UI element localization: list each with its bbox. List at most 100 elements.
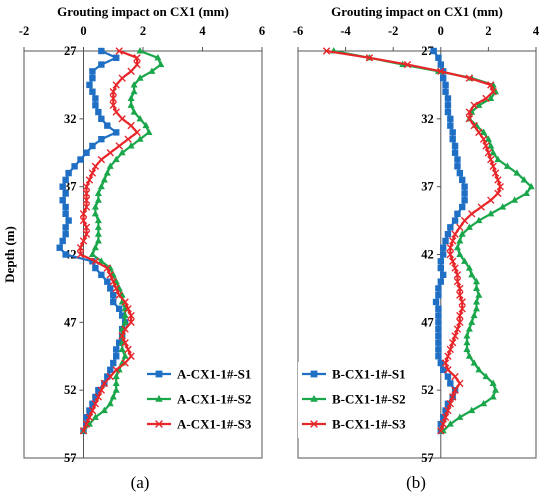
data-point <box>458 298 466 306</box>
data-point <box>489 393 497 400</box>
data-point <box>444 102 452 109</box>
data-point <box>86 81 93 89</box>
data-point <box>65 169 72 177</box>
data-point <box>118 74 126 82</box>
data-point <box>77 156 84 163</box>
data-point <box>65 217 72 224</box>
data-point <box>482 94 490 103</box>
data-point <box>136 47 144 54</box>
data-point <box>446 345 455 354</box>
data-point <box>463 338 471 346</box>
data-point <box>454 210 461 217</box>
data-point <box>511 196 519 203</box>
data-point <box>435 325 442 333</box>
data-point <box>118 345 126 353</box>
data-point <box>435 305 442 312</box>
data-point <box>435 312 442 319</box>
data-point <box>468 271 476 278</box>
data-point <box>82 223 91 232</box>
data-point <box>470 311 478 319</box>
data-point <box>121 338 129 347</box>
data-point <box>82 196 91 204</box>
data-point <box>472 304 481 312</box>
data-point <box>456 250 464 258</box>
data-point <box>489 162 497 171</box>
data-point <box>456 284 464 293</box>
x-tick-label: -6 <box>293 24 303 38</box>
data-point <box>444 400 452 407</box>
data-point <box>522 189 530 197</box>
y-tick-label: 47 <box>64 315 77 329</box>
data-point <box>155 370 163 378</box>
data-point <box>444 95 452 102</box>
data-point <box>453 325 462 333</box>
data-point <box>95 108 102 116</box>
data-point <box>435 292 442 299</box>
data-point <box>463 332 471 339</box>
data-point <box>107 366 114 374</box>
data-point <box>82 420 91 428</box>
legend-entry: A-CX1-1#-S3 <box>177 417 252 432</box>
data-point <box>89 88 96 95</box>
data-point <box>465 264 473 271</box>
data-point <box>118 332 126 340</box>
data-point <box>447 224 454 231</box>
data-point <box>444 406 452 415</box>
data-point <box>112 386 120 393</box>
data-point <box>112 81 120 89</box>
data-point <box>456 413 464 420</box>
data-point <box>451 372 459 381</box>
data-point <box>98 115 105 123</box>
data-point <box>112 284 120 293</box>
data-point <box>527 182 535 190</box>
data-point <box>487 81 495 89</box>
data-point <box>437 258 444 265</box>
data-point <box>439 366 447 374</box>
data-point <box>62 230 69 238</box>
data-point <box>480 399 488 407</box>
data-point <box>109 101 117 109</box>
data-point <box>130 87 138 95</box>
panel-label: (b) <box>406 473 426 492</box>
data-point <box>92 102 99 109</box>
data-point <box>489 148 497 156</box>
data-point <box>116 339 123 346</box>
data-point <box>475 128 483 137</box>
chart-panel-1: -2 0 2 4 6 27 32 37 42 47 52 57 Grouting impact on C… <box>2 4 265 492</box>
data-point <box>110 359 117 367</box>
data-point <box>133 128 141 137</box>
data-point <box>79 210 88 218</box>
data-point <box>456 223 464 232</box>
data-point <box>491 169 500 177</box>
x-tick-label: 4 <box>533 24 540 38</box>
data-point <box>403 60 412 69</box>
data-point <box>444 108 452 116</box>
data-point <box>89 142 96 150</box>
legend-entry: B-CX1-1#-S3 <box>332 417 406 432</box>
series-A-CX1-1#-S1 <box>56 47 129 435</box>
data-point <box>465 115 474 123</box>
data-point <box>130 81 138 88</box>
data-point <box>437 359 444 367</box>
data-point <box>127 67 135 76</box>
data-point <box>465 223 473 230</box>
data-point <box>92 393 99 401</box>
data-point <box>472 277 481 285</box>
data-point <box>465 325 473 332</box>
data-point <box>62 210 69 217</box>
y-tick-label: 52 <box>64 383 77 397</box>
y-tick-label: 57 <box>421 451 434 465</box>
data-point <box>475 365 483 373</box>
data-point <box>98 135 105 143</box>
data-point <box>322 47 331 55</box>
data-point <box>121 352 129 359</box>
data-point <box>76 244 85 252</box>
data-point <box>487 142 495 149</box>
data-point <box>91 400 100 408</box>
data-point <box>106 162 114 169</box>
data-point <box>453 277 462 286</box>
data-point <box>499 203 507 210</box>
data-point <box>155 394 163 402</box>
data-point <box>482 142 490 150</box>
